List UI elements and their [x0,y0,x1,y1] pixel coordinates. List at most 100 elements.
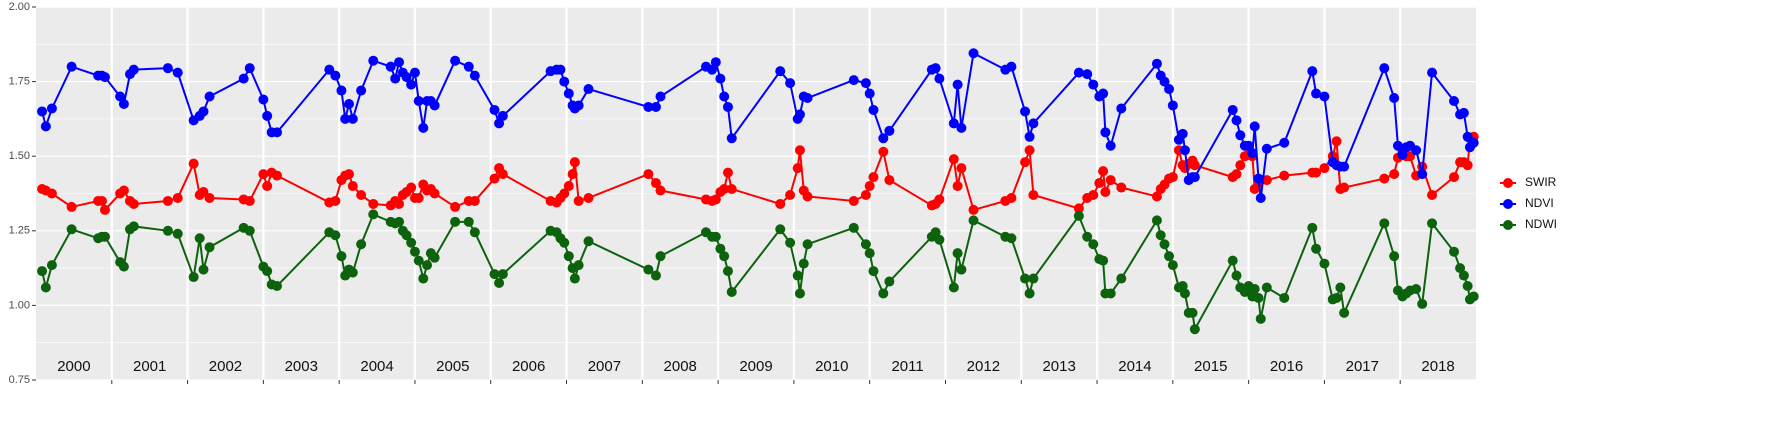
series-point [1389,169,1400,180]
series-point [272,281,283,292]
series-point [650,178,661,189]
series-point [583,192,594,203]
series-point [344,98,355,109]
series-point [1319,258,1330,269]
series-point [198,264,209,275]
series-point [1227,255,1238,266]
series-point [469,70,480,81]
series-point [785,78,796,89]
series-point [968,204,979,215]
series-point [1088,189,1099,200]
series-point [463,61,474,72]
series-point [244,225,255,236]
series-point [868,172,879,183]
series-point [368,198,379,209]
series-point [1020,106,1031,117]
series-point [368,55,379,66]
series-point [1389,251,1400,262]
series-point [347,113,358,124]
series-point [864,181,875,192]
series-point [643,169,654,180]
legend-label: SWIR [1525,175,1557,189]
series-point [429,100,440,111]
series-point [583,84,594,95]
y-tick-label: 1.00 [9,299,30,311]
series-point [497,169,508,180]
series-point [952,181,963,192]
series-point [1116,182,1127,193]
year-label: 2005 [436,358,469,375]
series-point [1227,104,1238,115]
series-point [1024,288,1035,299]
series-point [559,237,570,248]
series-point [1088,79,1099,90]
series-point [934,73,945,84]
year-label: 2018 [1421,358,1454,375]
series-point [775,198,786,209]
series-point [1411,283,1422,294]
series-point [1339,182,1350,193]
marks [37,48,1479,335]
series-point [860,239,871,250]
series-point [968,215,979,226]
series-point [1155,230,1166,241]
series-point [1179,145,1190,156]
y-tick-label: 1.25 [9,225,30,237]
series-point [118,98,129,109]
series-point [1006,61,1017,72]
series-point [390,73,401,84]
series-point [710,194,721,205]
series-point [406,182,417,193]
series-point [1261,175,1272,186]
series-point [1247,148,1258,159]
series-point [1379,63,1390,74]
series-point [1311,243,1322,254]
series-point [1335,282,1346,293]
series-point [878,146,889,157]
series-point [1279,137,1290,148]
year-label: 2002 [209,358,242,375]
series-point [1024,145,1035,156]
series-point [238,73,249,84]
year-label: 2012 [967,358,1000,375]
y-tick-label: 0.75 [9,374,30,386]
series-point [204,192,215,203]
series-point [162,225,173,236]
series-point [775,224,786,235]
series-point [930,227,941,238]
series-point [722,101,733,112]
series-point [418,273,429,284]
series-point [884,125,895,136]
series-point [162,63,173,74]
series-point [1151,215,1162,226]
series-point [66,201,77,212]
legend-label: NDWI [1525,217,1557,231]
series-point [1116,273,1127,284]
series-point [1088,239,1099,250]
series-point [655,251,666,262]
series-point [1255,313,1266,324]
series-point [884,175,895,186]
series-point [785,237,796,248]
year-label: 2017 [1346,358,1379,375]
series-point [726,133,737,144]
series-point [46,260,57,271]
series-point [1028,189,1039,200]
series-point [1105,175,1116,186]
series-point [569,157,580,168]
series-point [1024,131,1035,142]
series-point [1261,282,1272,293]
year-label: 2013 [1042,358,1075,375]
series-point [347,181,358,192]
series-point [1331,292,1342,303]
series-point [1006,233,1017,244]
series-point [344,169,355,180]
series-point [1255,192,1266,203]
series-point [128,64,139,75]
series-point [356,85,367,96]
series-point [1167,260,1178,271]
series-point [413,255,424,266]
series-point [1105,140,1116,151]
series-point [489,104,500,115]
series-point [1311,167,1322,178]
